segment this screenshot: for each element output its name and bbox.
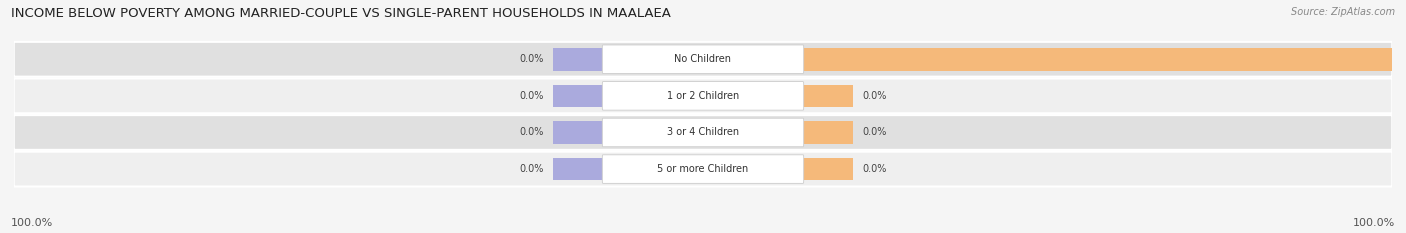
FancyBboxPatch shape — [14, 152, 1392, 186]
Text: 0.0%: 0.0% — [519, 91, 543, 101]
Text: 0.0%: 0.0% — [519, 54, 543, 64]
Text: 100.0%: 100.0% — [11, 218, 53, 228]
Bar — [553, 48, 603, 71]
Text: Source: ZipAtlas.com: Source: ZipAtlas.com — [1291, 7, 1395, 17]
Text: INCOME BELOW POVERTY AMONG MARRIED-COUPLE VS SINGLE-PARENT HOUSEHOLDS IN MAALAEA: INCOME BELOW POVERTY AMONG MARRIED-COUPL… — [11, 7, 671, 20]
Bar — [553, 85, 603, 107]
Bar — [553, 121, 603, 144]
Text: No Children: No Children — [675, 54, 731, 64]
FancyBboxPatch shape — [14, 42, 1392, 77]
Bar — [803, 85, 853, 107]
Text: 100.0%: 100.0% — [1353, 218, 1395, 228]
Bar — [553, 158, 603, 180]
FancyBboxPatch shape — [14, 115, 1392, 150]
Text: 0.0%: 0.0% — [863, 127, 887, 137]
FancyBboxPatch shape — [602, 82, 804, 110]
FancyBboxPatch shape — [602, 118, 804, 147]
FancyBboxPatch shape — [602, 45, 804, 74]
Text: 0.0%: 0.0% — [519, 164, 543, 174]
FancyBboxPatch shape — [14, 79, 1392, 113]
Bar — [803, 158, 853, 180]
Text: 1 or 2 Children: 1 or 2 Children — [666, 91, 740, 101]
Text: 3 or 4 Children: 3 or 4 Children — [666, 127, 740, 137]
Text: 0.0%: 0.0% — [519, 127, 543, 137]
Bar — [803, 121, 853, 144]
FancyBboxPatch shape — [602, 155, 804, 183]
Bar — [803, 48, 1406, 71]
Text: 5 or more Children: 5 or more Children — [658, 164, 748, 174]
Text: 0.0%: 0.0% — [863, 91, 887, 101]
Text: 0.0%: 0.0% — [863, 164, 887, 174]
